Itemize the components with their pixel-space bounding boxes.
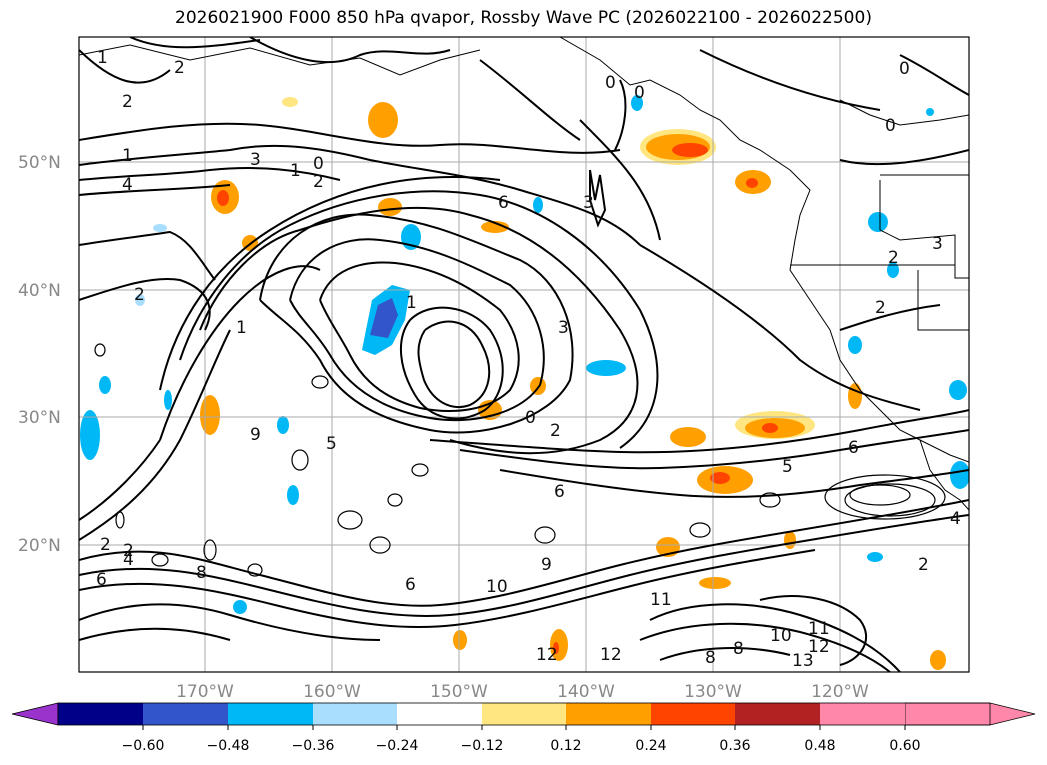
contour-label: 2 xyxy=(918,555,929,575)
lat-label: 20°N xyxy=(18,536,61,556)
colorbar-tick-label: −0.36 xyxy=(292,738,335,754)
colorbar-segment xyxy=(566,703,651,725)
colorbar-segment xyxy=(651,703,735,725)
latitude-labels: 50°N 40°N 30°N 20°N xyxy=(18,153,61,556)
contour-label: 13 xyxy=(792,651,814,671)
lat-label: 30°N xyxy=(18,408,61,428)
colorbar-segment xyxy=(228,703,313,725)
contour-label: 0 xyxy=(313,154,324,174)
colorbar-tick-labels: −0.60 −0.48 −0.36 −0.24 −0.12 0.12 0.24 … xyxy=(122,738,921,754)
colorbar-extend-min xyxy=(12,703,58,725)
contour-label: 11 xyxy=(650,590,672,610)
contour-label: 0 xyxy=(634,83,645,103)
contour-label: 9 xyxy=(250,425,261,445)
contour-label: 6 xyxy=(848,438,859,458)
colorbar-tick-label: 0.60 xyxy=(889,738,920,754)
contour-label: 8 xyxy=(196,563,207,583)
contour-label: 3 xyxy=(558,318,569,338)
contour-label: 2 xyxy=(888,248,899,268)
contour-label: 2 xyxy=(313,172,324,192)
colorbar-segment xyxy=(143,703,228,725)
contour-label: 0 xyxy=(605,73,616,93)
colorbar-tick-label: 0.12 xyxy=(550,738,581,754)
contour-label: 6 xyxy=(498,193,509,213)
colorbar-tick-label: 0.36 xyxy=(719,738,750,754)
colorbar-segment xyxy=(482,703,566,725)
contour-label: 2 xyxy=(174,58,185,78)
contour-label: 5 xyxy=(326,434,337,454)
contour-label: 1 xyxy=(97,48,108,68)
longitude-labels: 170°W 160°W 150°W 140°W 130°W 120°W xyxy=(176,682,869,702)
contour-label: 0 xyxy=(899,59,910,79)
lon-label: 170°W xyxy=(176,682,234,702)
contour-label: 2 xyxy=(122,92,133,112)
contour-label: 10 xyxy=(486,577,508,597)
contour-label: 1 xyxy=(122,146,133,166)
contour-label: 1 xyxy=(290,161,301,181)
colorbar-segment xyxy=(820,703,905,725)
contour-label: 6 xyxy=(96,570,107,590)
colorbar-extend-max xyxy=(905,703,1035,725)
contour-label: 2 xyxy=(550,421,561,441)
contour-label: 3 xyxy=(583,193,594,213)
colorbar-tick-label: −0.12 xyxy=(461,738,504,754)
contour-label: 12 xyxy=(600,645,622,665)
contour-label: 3 xyxy=(932,234,943,254)
contour-label: 6 xyxy=(405,575,416,595)
lon-label: 120°W xyxy=(811,682,869,702)
lat-label: 50°N xyxy=(18,153,61,173)
colorbar-segment xyxy=(58,703,143,725)
lon-label: 160°W xyxy=(303,682,361,702)
contour-label: 4 xyxy=(122,175,133,195)
lon-label: 150°W xyxy=(430,682,488,702)
contour-label: 6 xyxy=(554,482,565,502)
colorbar: −0.60 −0.48 −0.36 −0.24 −0.12 0.12 0.24 … xyxy=(12,703,1035,754)
contour-label: 2 xyxy=(123,541,134,561)
contour-label: 1 xyxy=(236,318,247,338)
contour-label: 12 xyxy=(536,645,558,665)
colorbar-tick-marks xyxy=(143,725,905,730)
contour-label: 4 xyxy=(950,509,961,529)
contour-label: 3 xyxy=(250,150,261,170)
contour-label: 9 xyxy=(541,555,552,575)
contour-label: 10 xyxy=(770,626,792,646)
colorbar-tick-label: 0.24 xyxy=(635,738,666,754)
colorbar-tick-label: −0.48 xyxy=(207,738,250,754)
contour-label: 8 xyxy=(705,648,716,668)
contour-label: 1 xyxy=(406,293,417,313)
contour-label: 0 xyxy=(525,408,536,428)
contour-label: 0 xyxy=(885,116,896,136)
contour-label: 5 xyxy=(782,457,793,477)
colorbar-segment xyxy=(313,703,397,725)
colorbar-segment xyxy=(397,703,482,725)
contour-label: 2 xyxy=(875,298,886,318)
colorbar-tick-label: −0.24 xyxy=(376,738,419,754)
map-figure: 1 2 2 1 4 3 1 0 2 0 0 0 0 6 3 2 2 9 5 6 … xyxy=(0,0,1047,765)
colorbar-tick-label: 0.48 xyxy=(804,738,835,754)
colorbar-tick-label: −0.60 xyxy=(122,738,165,754)
contour-label: 8 xyxy=(733,639,744,659)
lon-label: 130°W xyxy=(684,682,742,702)
contour-label: 2 xyxy=(100,535,111,555)
lon-label: 140°W xyxy=(557,682,615,702)
contour-label: 11 xyxy=(808,619,830,639)
colorbar-segment xyxy=(735,703,820,725)
contour-label: 2 xyxy=(134,285,145,305)
lat-label: 40°N xyxy=(18,281,61,301)
